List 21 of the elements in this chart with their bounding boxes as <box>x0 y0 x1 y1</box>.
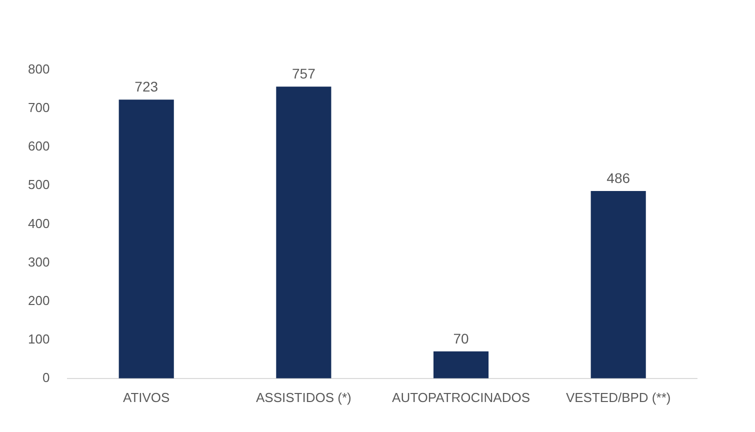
y-tick-label: 500 <box>28 177 50 192</box>
y-tick-label: 200 <box>28 292 50 308</box>
x-tick-label: VESTED/BPD (**) <box>566 390 671 405</box>
bar <box>590 191 646 378</box>
y-tick-label: 600 <box>28 138 50 154</box>
bar <box>276 86 332 378</box>
y-tick-label: 100 <box>28 331 50 346</box>
bar <box>118 100 174 378</box>
y-tick-label: 400 <box>28 216 50 231</box>
y-tick-label: 800 <box>28 62 50 77</box>
data-label: 723 <box>134 78 158 95</box>
x-tick-label: ATIVOS <box>122 390 170 405</box>
data-label: 757 <box>292 65 316 82</box>
data-label: 486 <box>606 170 630 186</box>
y-tick-label: 700 <box>28 100 50 116</box>
y-tick-label: 300 <box>28 254 50 270</box>
bar <box>433 351 489 378</box>
x-tick-label: ASSISTIDOS (*) <box>256 390 352 405</box>
data-label: 70 <box>453 330 470 346</box>
x-tick-label: AUTOPATROCINADOS <box>392 390 530 405</box>
y-tick-label: 0 <box>42 370 50 385</box>
